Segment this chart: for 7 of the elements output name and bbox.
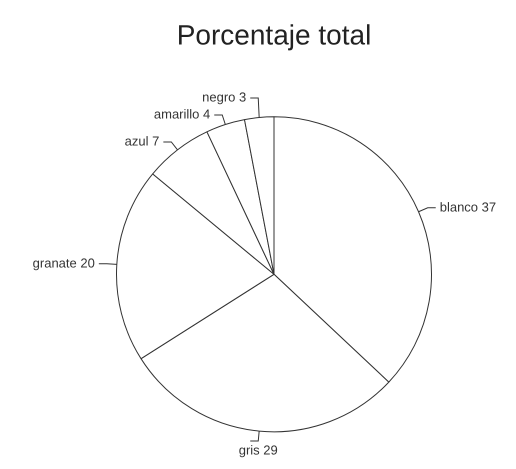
slice-label: azul 7 bbox=[124, 134, 160, 149]
chart-title: Porcentaje total bbox=[176, 20, 372, 51]
slice-label: negro 3 bbox=[202, 90, 246, 105]
slice-label: granate 20 bbox=[32, 255, 95, 270]
slice-label: amarillo 4 bbox=[154, 106, 210, 122]
slice-label: blanco 37 bbox=[440, 199, 496, 214]
slice-label: gris 29 bbox=[238, 442, 278, 458]
